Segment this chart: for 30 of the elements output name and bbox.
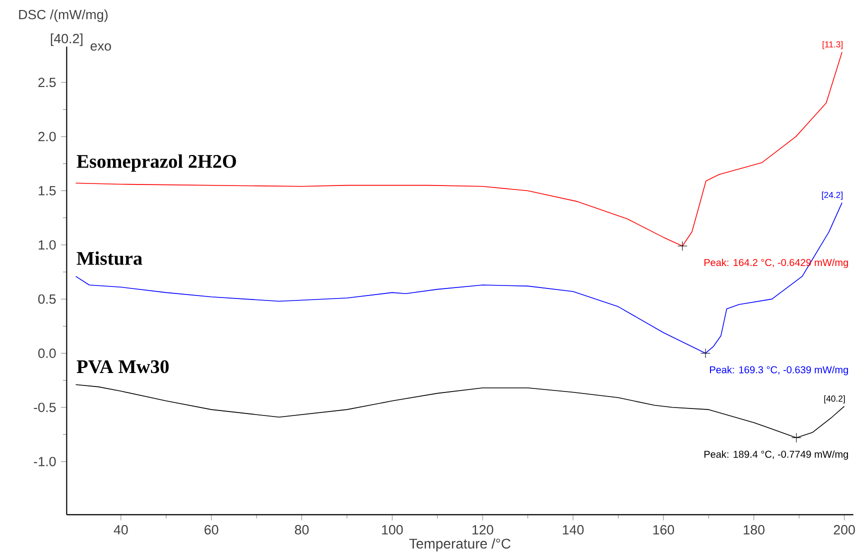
x-tick-label: 60 bbox=[204, 525, 218, 535]
y-tick-label: 0.5 bbox=[38, 294, 56, 304]
y-tick-label: -1.0 bbox=[34, 456, 56, 466]
y-tick-label: 2.5 bbox=[38, 78, 56, 88]
series-label: Esomeprazol 2H2O bbox=[76, 154, 236, 172]
text: [40.2] bbox=[50, 34, 82, 46]
x-tick-label: 180 bbox=[744, 525, 764, 535]
x-tick-label: 40 bbox=[114, 525, 128, 535]
annotation: Peak: 189.4 °C, -0.7749 mW/mg bbox=[704, 450, 848, 460]
annotation: exo bbox=[90, 43, 111, 51]
x-tick-label: 100 bbox=[382, 525, 403, 535]
x-axis-title: Temperature /°C bbox=[409, 538, 511, 552]
x-tick-label: 160 bbox=[653, 525, 674, 535]
annotation: [11.3] bbox=[822, 41, 842, 50]
y-axis-title: DSC /(mW/mg) bbox=[19, 10, 108, 22]
y-tick-label: -0.5 bbox=[34, 402, 56, 412]
x-tick-label: 140 bbox=[562, 525, 584, 535]
y-tick-label: 2.0 bbox=[38, 132, 56, 142]
annotation: Peak: 164.2 °C, -0.6429 mW/mg bbox=[704, 258, 848, 268]
x-tick-label: 80 bbox=[294, 525, 309, 535]
annotation: [40.2] bbox=[824, 395, 845, 404]
series-label: Mistura bbox=[76, 251, 142, 266]
y-tick-label: 1.5 bbox=[38, 186, 56, 196]
x-tick-label: 120 bbox=[472, 525, 494, 535]
x-tick-label: 200 bbox=[834, 525, 855, 535]
series-label: PVA Mw30 bbox=[76, 360, 169, 374]
annotation: Peak: 169.3 °C, -0.639 mW/mg bbox=[710, 366, 848, 376]
y-tick-label: 0.0 bbox=[38, 348, 56, 358]
y-tick-label: 1.0 bbox=[38, 240, 56, 250]
annotation: [24.2] bbox=[822, 192, 842, 200]
